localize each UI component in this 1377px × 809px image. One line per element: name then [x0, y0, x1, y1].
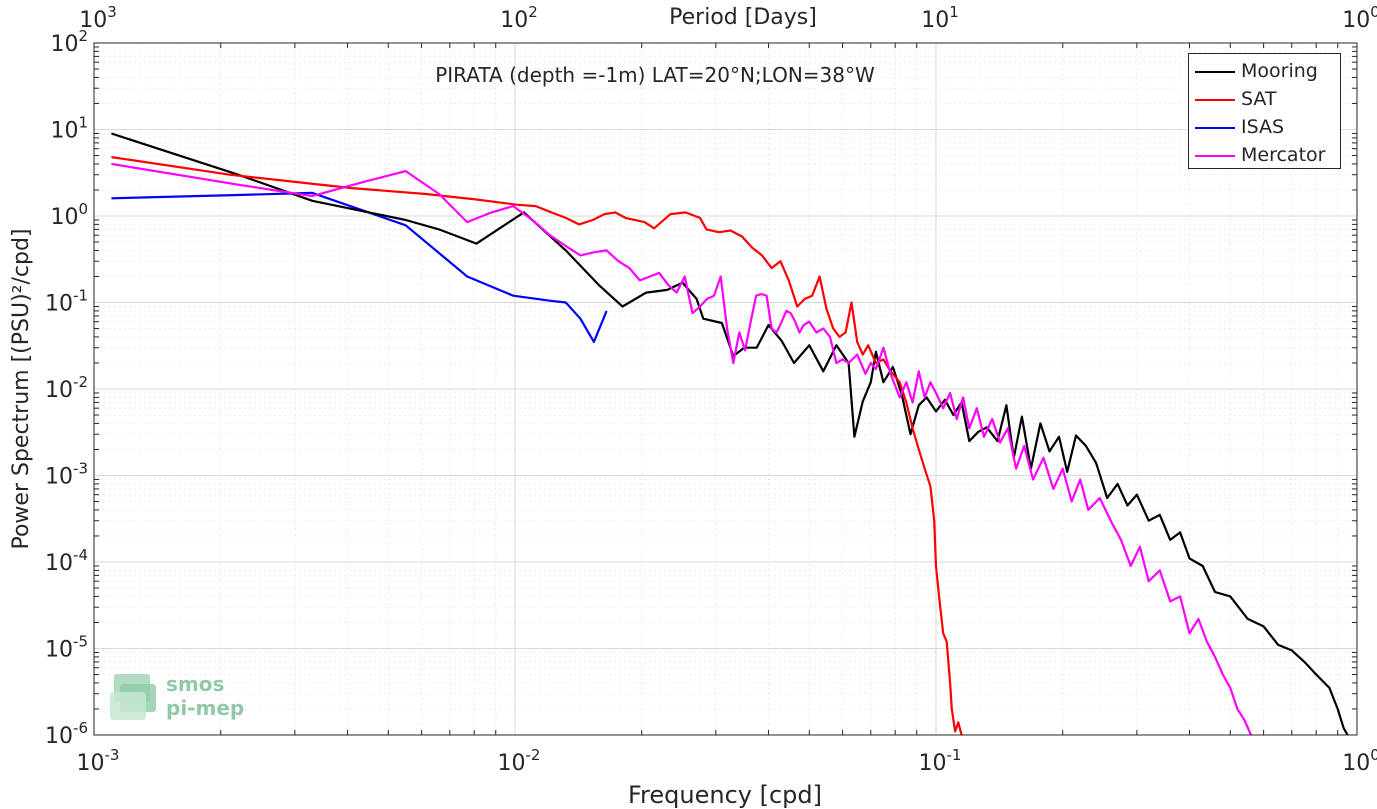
y-tick-label: 10-5 [45, 633, 88, 663]
logo-text-pi-mep: pi-mep [166, 696, 245, 720]
series-line-isas [111, 191, 608, 343]
series-line-mooring [111, 132, 1349, 735]
x-axis-label: Frequency [cpd] [628, 781, 822, 809]
series-line-mercator [111, 162, 1253, 735]
x-tick-label: 100 [1342, 746, 1377, 776]
legend-label-isas: ISAS [1241, 116, 1285, 138]
y-tick-label: 10-4 [45, 546, 88, 576]
legend-item-isas: ISAS [1189, 113, 1340, 141]
legend-item-sat: SAT [1189, 85, 1340, 113]
top-tick-label: 101 [921, 3, 959, 33]
logo-mark-icon [110, 672, 158, 722]
x-tick-label: 10-3 [77, 746, 120, 776]
y-tick-label: 10-2 [45, 373, 88, 403]
legend-label-sat: SAT [1241, 88, 1277, 110]
legend-label-mercator: Mercator [1241, 144, 1326, 166]
x-tick-label: 10-2 [498, 746, 541, 776]
y-tick-label: 10-6 [45, 719, 88, 749]
y-axis-label: Power Spectrum [(PSU)²/cpd] [9, 228, 34, 549]
legend-label-mooring: Mooring [1241, 60, 1318, 82]
legend-swatch-mercator [1195, 155, 1235, 157]
y-tick-labels: 10-6 10-5 10-4 10-3 10-2 10-1 100 101 102 [45, 27, 88, 749]
y-tick-label: 10-1 [45, 287, 88, 317]
series-layer [111, 132, 1349, 735]
series-line-sat [111, 156, 963, 735]
y-tick-label: 100 [50, 200, 88, 230]
top-tick-label: 102 [500, 3, 538, 33]
top-tick-labels: 103 102 101 100 [79, 3, 1377, 33]
legend-swatch-mooring [1195, 71, 1235, 73]
smos-pi-mep-logo: smos pi-mep [110, 672, 250, 728]
y-tick-label: 101 [50, 114, 88, 144]
axis-ticks [94, 43, 1357, 735]
legend-swatch-sat [1195, 99, 1235, 101]
x-tick-labels: 10-3 10-2 10-1 100 [77, 746, 1377, 776]
legend: Mooring SAT ISAS Mercator [1188, 53, 1341, 169]
plot-frame [93, 42, 1358, 736]
top-tick-label: 103 [79, 3, 117, 33]
y-tick-label: 102 [50, 27, 88, 57]
logo-text-smos: smos [166, 672, 225, 696]
legend-item-mercator: Mercator [1189, 141, 1340, 169]
legend-item-mooring: Mooring [1189, 57, 1340, 85]
x-tick-label: 10-1 [919, 746, 962, 776]
top-tick-label: 100 [1342, 3, 1377, 33]
chart-title: PIRATA (depth =-1m) LAT=20°N;LON=38°W [435, 63, 875, 87]
top-axis-label: Period [Days] [669, 5, 817, 30]
legend-swatch-isas [1195, 127, 1235, 129]
y-tick-label: 10-3 [45, 460, 88, 490]
